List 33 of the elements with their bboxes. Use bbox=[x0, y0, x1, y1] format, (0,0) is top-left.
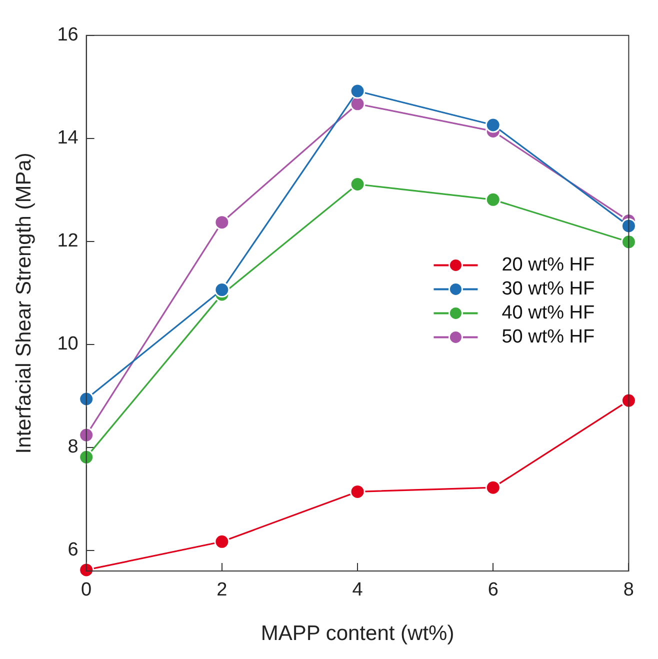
y-axis-title: Interfacial Shear Strength (MPa) bbox=[12, 152, 36, 454]
legend-label: 40 wt% HF bbox=[502, 302, 595, 324]
legend-label: 50 wt% HF bbox=[502, 326, 595, 348]
x-tick-label: 6 bbox=[488, 580, 498, 601]
legend-label: 30 wt% HF bbox=[502, 278, 595, 300]
x-tick-label: 0 bbox=[81, 580, 92, 601]
point bbox=[485, 192, 501, 208]
point bbox=[214, 282, 230, 298]
y-tick-label: 14 bbox=[57, 128, 79, 149]
point bbox=[350, 484, 366, 500]
point bbox=[620, 234, 636, 250]
point bbox=[485, 480, 501, 496]
point bbox=[78, 391, 94, 407]
x-tick-label: 4 bbox=[352, 580, 364, 601]
y-tick-label: 12 bbox=[57, 230, 78, 252]
x-tick-label: 8 bbox=[623, 580, 634, 601]
y-tick-label: 6 bbox=[68, 540, 78, 561]
point bbox=[214, 534, 230, 550]
point bbox=[78, 449, 94, 465]
y-tick-label: 8 bbox=[68, 436, 78, 458]
point bbox=[485, 117, 501, 133]
point bbox=[78, 562, 94, 578]
x-axis-title: MAPP content (wt%) bbox=[260, 622, 454, 646]
y-tick-label: 16 bbox=[57, 24, 78, 46]
point bbox=[350, 83, 366, 99]
point bbox=[620, 218, 636, 234]
point bbox=[214, 214, 230, 230]
point bbox=[78, 427, 94, 443]
point bbox=[350, 176, 366, 192]
point bbox=[620, 392, 636, 408]
y-tick-label: 10 bbox=[57, 334, 78, 355]
legend-label: 20 wt% HF bbox=[502, 254, 595, 276]
x-tick-label: 2 bbox=[216, 580, 228, 601]
